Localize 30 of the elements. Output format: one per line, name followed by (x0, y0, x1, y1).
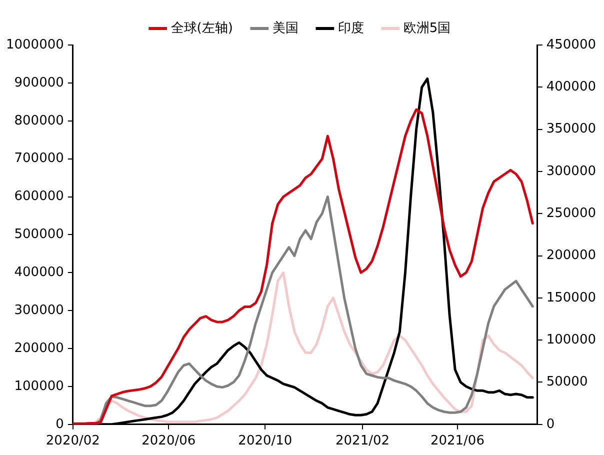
y-tick-label: 0 (56, 416, 64, 432)
y2-tick-label: 100000 (546, 332, 596, 348)
y2-tick-label: 300000 (546, 164, 596, 179)
y2-tick-label: 50000 (546, 374, 588, 390)
x-tick-label: 2021/06 (430, 434, 484, 449)
y-tick-label: 200000 (14, 340, 64, 356)
x-tick-label: 2020/06 (142, 434, 196, 449)
y-tick-label: 500000 (14, 227, 64, 242)
y-tick-label: 300000 (14, 302, 64, 318)
y2-tick-label: 250000 (546, 206, 596, 221)
legend-label: 美国 (272, 20, 298, 36)
y2-tick-label: 400000 (546, 80, 596, 95)
y2-tick-label: 200000 (546, 248, 596, 264)
y-tick-label: 900000 (14, 75, 64, 90)
y-tick-label: 100000 (14, 378, 64, 394)
y-tick-label: 400000 (14, 265, 64, 280)
y2-tick-label: 350000 (546, 122, 596, 137)
y2-tick-label: 450000 (546, 37, 596, 52)
x-tick-label: 2020/02 (46, 434, 100, 449)
y-tick-label: 700000 (14, 151, 64, 166)
y2-tick-label: 150000 (546, 290, 596, 306)
legend-label: 全球(左轴) (170, 20, 233, 36)
legend-label: 印度 (338, 20, 364, 36)
y-tick-label: 800000 (14, 113, 64, 128)
x-tick-label: 2021/02 (335, 434, 390, 449)
x-tick-label: 2020/10 (238, 434, 292, 449)
y2-tick-label: 0 (546, 416, 555, 432)
y-tick-label: 1000000 (6, 37, 64, 52)
y-tick-label: 600000 (14, 189, 64, 204)
legend-label: 欧洲5国 (403, 20, 451, 36)
